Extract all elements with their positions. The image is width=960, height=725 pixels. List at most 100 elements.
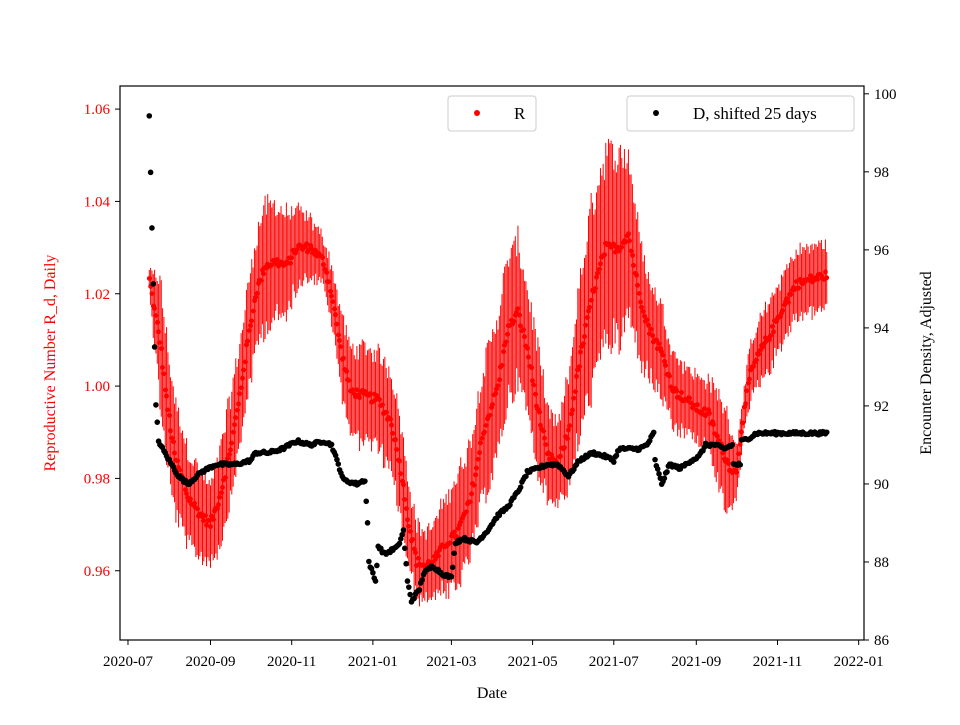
r-point: [234, 407, 240, 413]
r-point: [626, 231, 631, 237]
legend-d-frame: [626, 95, 855, 132]
r-point: [218, 490, 224, 496]
d-point: [729, 441, 736, 448]
r-point: [768, 333, 774, 339]
r-point: [174, 458, 180, 464]
r-point: [225, 456, 231, 461]
r-point: [389, 422, 394, 428]
r-point: [254, 290, 260, 296]
r-point: [598, 261, 603, 267]
r-point: [536, 409, 542, 415]
r-point: [346, 378, 352, 383]
r-point: [580, 341, 586, 347]
r-point: [720, 450, 726, 456]
d-point: [419, 577, 425, 583]
legend-r: R: [447, 95, 537, 132]
r-point: [172, 450, 177, 456]
d-point-group: [146, 113, 830, 605]
r-point: [753, 357, 759, 363]
legend-r-frame: [447, 95, 537, 132]
d-point: [737, 462, 744, 468]
d-point: [661, 475, 668, 482]
r-point: [602, 252, 607, 258]
r-point: [337, 338, 343, 343]
right-y-tick-label: 100: [874, 87, 897, 103]
r-point: [415, 555, 421, 561]
r-point: [528, 365, 534, 371]
r-point: [204, 522, 209, 528]
r-point: [216, 502, 221, 508]
r-point: [188, 496, 193, 502]
d-point: [416, 587, 423, 593]
r-point: [244, 342, 249, 348]
r-point: [407, 529, 413, 534]
x-tick-label: 2021-03: [426, 654, 476, 670]
r-point: [269, 262, 275, 268]
left-y-axis-ticks: 0.96 0.98 1.00 1.02 1.04 1.06: [84, 102, 120, 580]
r-point: [463, 509, 469, 515]
r-point: [341, 355, 346, 361]
r-point: [294, 247, 300, 252]
d-point: [664, 469, 670, 475]
r-point: [571, 395, 577, 401]
legend-d-marker: [653, 110, 659, 116]
d-point: [407, 591, 413, 598]
r-point: [309, 246, 315, 252]
r-point: [570, 407, 575, 413]
r-point: [483, 423, 489, 428]
r-point: [220, 485, 225, 490]
d-point: [370, 569, 376, 576]
r-point: [479, 435, 485, 441]
r-point: [558, 453, 563, 459]
r-point: [504, 331, 510, 337]
r-point: [226, 452, 232, 457]
left-y-tick-label: 1.04: [84, 194, 111, 210]
d-point: [406, 584, 412, 590]
r-point: [350, 387, 356, 393]
r-point: [636, 291, 642, 296]
r-point: [660, 352, 666, 358]
r-point: [745, 380, 751, 386]
r-point: [788, 292, 794, 297]
r-point: [413, 550, 418, 555]
d-point: [153, 402, 159, 408]
r-point: [447, 540, 453, 546]
d-point: [362, 478, 368, 484]
d-point: [610, 459, 617, 465]
r-point: [237, 391, 243, 397]
r-point: [564, 436, 570, 441]
r-point: [736, 451, 742, 457]
r-point: [751, 364, 756, 369]
r-point: [520, 327, 526, 333]
r-point: [403, 506, 409, 512]
d-point: [400, 527, 407, 533]
r-point: [482, 429, 488, 435]
r-point: [733, 469, 739, 475]
r-point: [496, 377, 502, 383]
d-point: [372, 578, 379, 584]
r-point: [586, 308, 591, 314]
r-point: [568, 411, 574, 417]
r-point: [511, 318, 517, 324]
r-point: [707, 410, 713, 416]
r-point: [246, 328, 252, 333]
d-point: [149, 225, 155, 231]
r-point: [739, 429, 744, 435]
r-point-group: [146, 231, 830, 569]
r-point: [287, 260, 293, 266]
r-point: [454, 534, 460, 539]
r-point: [245, 338, 251, 344]
r-point: [640, 309, 646, 314]
x-axis-label: Date: [477, 685, 507, 702]
d-point: [334, 456, 340, 463]
r-point: [578, 349, 583, 355]
r-point: [169, 435, 175, 441]
r-point: [177, 467, 183, 473]
x-tick-label: 2021-09: [671, 654, 721, 670]
r-point: [474, 465, 480, 471]
r-point: [333, 312, 339, 318]
r-point: [687, 395, 693, 401]
d-point: [402, 545, 408, 552]
r-point: [815, 276, 820, 282]
r-point: [695, 402, 701, 408]
